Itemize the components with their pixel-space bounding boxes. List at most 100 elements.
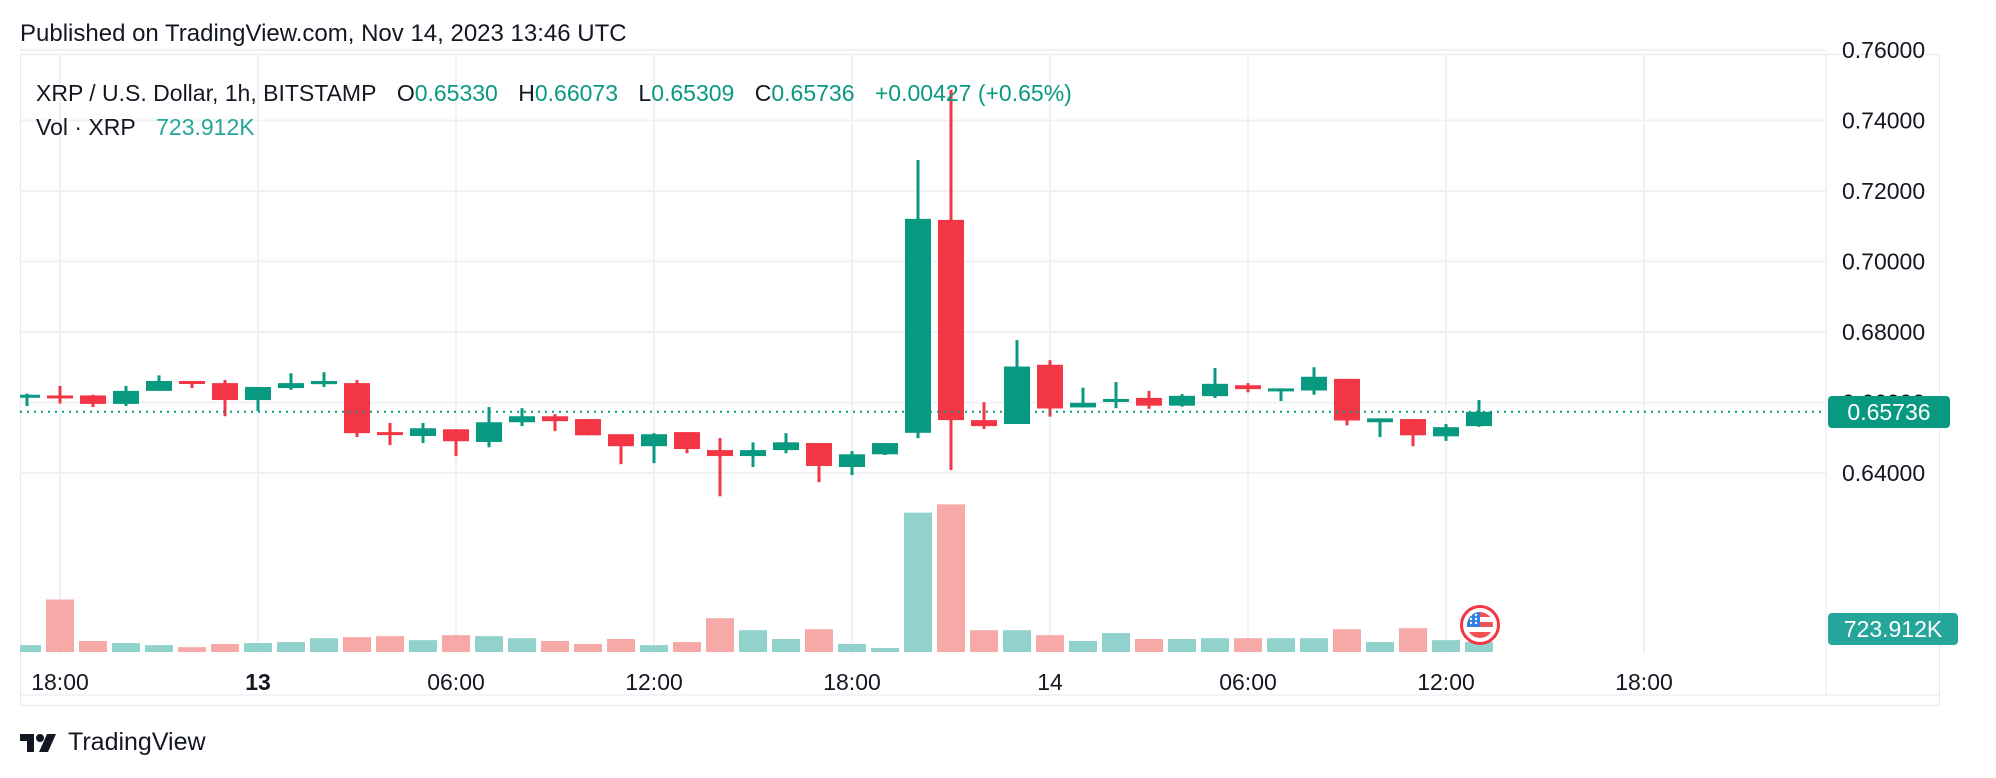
- candle: [1037, 364, 1063, 409]
- grid-lines: [20, 49, 1940, 696]
- candle: [344, 383, 370, 434]
- candle: [509, 416, 535, 423]
- volume-tag: 723.912K: [1828, 613, 1958, 645]
- candle: [212, 383, 238, 401]
- us-flag-event-icon[interactable]: [1460, 605, 1500, 645]
- candle: [839, 454, 865, 468]
- candle: [1334, 378, 1360, 421]
- price-tick-label: 0.74000: [1842, 108, 1925, 134]
- price-tick-label: 0.64000: [1842, 460, 1925, 486]
- candle: [311, 380, 337, 385]
- candle: [1169, 395, 1195, 406]
- candle: [905, 218, 931, 433]
- price-axis[interactable]: 0.760000.740000.720000.700000.680000.660…: [1842, 37, 1925, 486]
- time-tick-label: 12:00: [625, 669, 683, 695]
- high-value: 0.66073: [534, 80, 618, 106]
- price-tick-label: 0.76000: [1842, 37, 1925, 63]
- candle: [641, 434, 667, 447]
- candle: [1301, 376, 1327, 391]
- volume-bar: [277, 642, 305, 652]
- volume-bar: [673, 642, 701, 652]
- candle: [146, 380, 172, 391]
- volume-bar: [409, 640, 437, 652]
- volume-bar: [112, 643, 140, 652]
- candle: [20, 394, 40, 398]
- volume-bars: [20, 504, 1493, 652]
- candle: [1202, 383, 1228, 397]
- volume-row: Vol · XRP 723.912K: [36, 110, 1072, 144]
- volume-bar: [79, 640, 107, 652]
- low-label: L: [638, 80, 652, 106]
- volume-label[interactable]: Vol · XRP: [36, 114, 136, 140]
- candle: [971, 420, 997, 427]
- volume-bar: [838, 643, 866, 652]
- candle: [278, 383, 304, 389]
- time-tick-label: 18:00: [31, 669, 89, 695]
- candle: [740, 450, 766, 457]
- candle: [80, 395, 106, 404]
- close-label: C: [754, 80, 772, 106]
- time-tick-label: 13: [245, 669, 271, 695]
- volume-bar: [1036, 635, 1064, 652]
- volume-bar: [376, 636, 404, 652]
- volume-bar: [145, 645, 173, 652]
- volume-bar: [574, 643, 602, 652]
- volume-bar: [244, 643, 272, 652]
- symbol-title[interactable]: XRP / U.S. Dollar, 1h, BITSTAMP: [36, 80, 377, 106]
- price-tick-label: 0.70000: [1842, 249, 1925, 275]
- volume-bar: [1300, 638, 1328, 652]
- close-value: 0.65736: [771, 80, 855, 106]
- volume-bar: [739, 630, 767, 652]
- candle: [1367, 418, 1393, 423]
- volume-bar: [1267, 638, 1295, 652]
- volume-bar: [607, 639, 635, 652]
- candle: [47, 395, 73, 399]
- candle: [443, 429, 469, 442]
- volume-bar: [1135, 639, 1163, 652]
- candles: [20, 89, 1492, 497]
- volume-bar: [541, 640, 569, 652]
- time-axis[interactable]: 18:00 13 06:00 12:00 18:00 14 06:00 12:00 18:00: [31, 669, 1673, 695]
- volume-bar: [508, 638, 536, 652]
- brand-name: TradingView: [68, 728, 206, 756]
- chart-frame[interactable]: [20, 54, 1940, 706]
- volume-bar: [937, 504, 965, 652]
- change-value: +0.00427 (+0.65%): [874, 80, 1072, 106]
- candle: [608, 434, 634, 447]
- volume-bar: [1168, 639, 1196, 652]
- candle: [1103, 398, 1129, 402]
- time-tick-label: 18:00: [1615, 669, 1673, 695]
- candle: [938, 219, 964, 421]
- ohlc-row: XRP / U.S. Dollar, 1h, BITSTAMP O0.65330…: [36, 76, 1072, 110]
- volume-bar: [1399, 628, 1427, 652]
- candle: [1004, 366, 1030, 425]
- candle: [575, 419, 601, 436]
- volume-bar: [640, 645, 668, 652]
- candle: [707, 450, 733, 457]
- open-label: O: [396, 80, 415, 106]
- candle: [1400, 419, 1426, 436]
- volume-bar: [1465, 642, 1493, 652]
- candle: [179, 380, 205, 384]
- volume-bar: [1333, 629, 1361, 652]
- volume-bar: [706, 618, 734, 652]
- candle: [1235, 385, 1261, 390]
- chart-legend: XRP / U.S. Dollar, 1h, BITSTAMP O0.65330…: [36, 76, 1072, 144]
- candle: [806, 443, 832, 466]
- volume-bar: [970, 630, 998, 652]
- volume-bar: [1366, 642, 1394, 652]
- candle: [377, 432, 403, 436]
- high-label: H: [518, 80, 535, 106]
- volume-value: 723.912K: [156, 114, 255, 140]
- volume-bar: [871, 647, 899, 652]
- tradingview-logo-icon: [20, 733, 56, 752]
- open-value: 0.65330: [414, 80, 498, 106]
- volume-bar: [1069, 640, 1097, 652]
- candle: [1433, 427, 1459, 437]
- candle: [773, 442, 799, 451]
- published-caption: Published on TradingView.com, Nov 14, 20…: [20, 20, 627, 47]
- time-tick-label: 14: [1037, 669, 1063, 695]
- tradingview-logo[interactable]: TradingView: [20, 728, 206, 757]
- volume-bar: [1003, 630, 1031, 652]
